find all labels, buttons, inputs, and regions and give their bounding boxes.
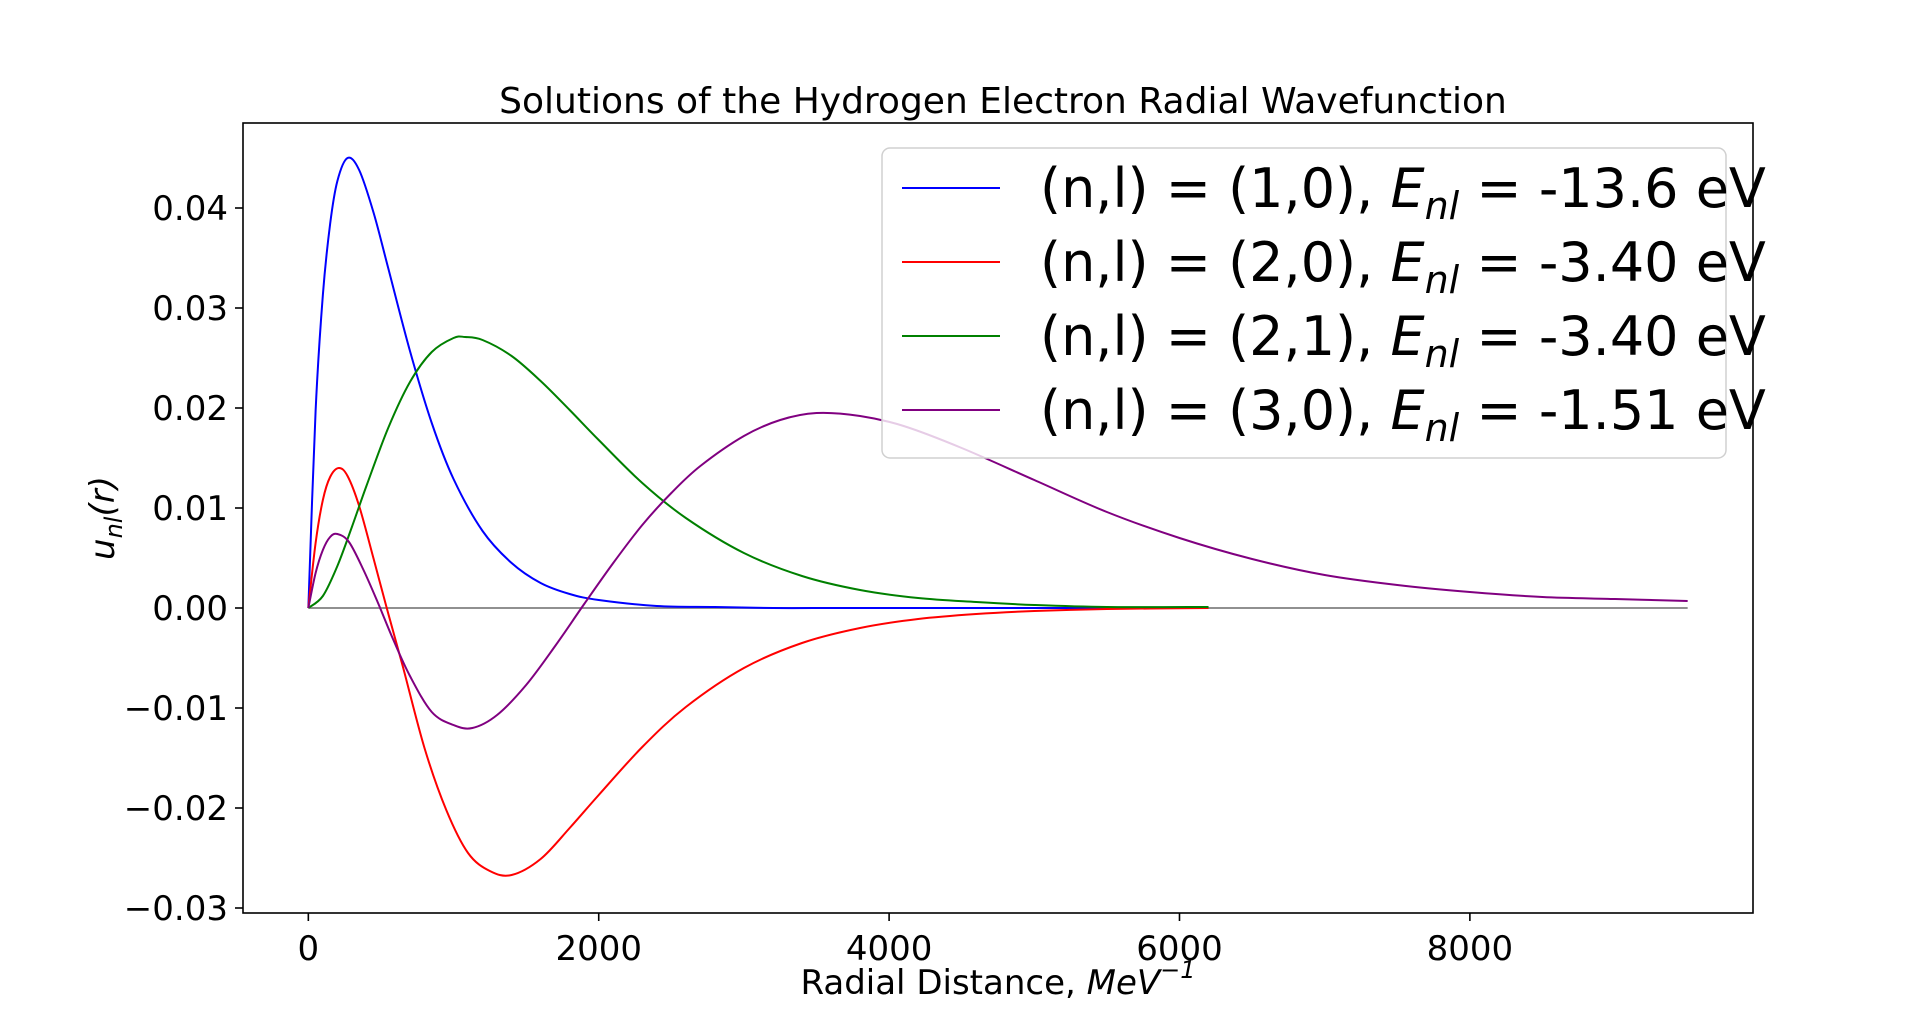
- x-axis-title: Radial Distance, MeV−1: [800, 956, 1195, 1003]
- x-axis-title-unit: MeV: [1087, 963, 1163, 1003]
- y-tick-label: −0.02: [124, 789, 228, 829]
- legend-label-value: -1.51 eV: [1522, 379, 1766, 442]
- legend-energy-subscript: nl: [1425, 258, 1460, 302]
- legend-entries: (n,l) = (1,0), Enl = -13.6 eV(n,l) = (2,…: [902, 157, 1766, 450]
- plot-area: [242, 122, 1754, 914]
- series-line-2: [307, 467, 1209, 877]
- y-axis-title: unl(r): [83, 476, 128, 560]
- x-axis: 0 2000 4000 6000 8000: [298, 913, 1514, 969]
- y-tick-label: −0.01: [124, 689, 228, 729]
- legend-equals: =: [1459, 305, 1521, 368]
- legend-label-3: (n,l) = (2,1), Enl = -3.40 eV: [1040, 305, 1766, 376]
- series-line-3: [307, 335, 1209, 609]
- y-tick-label: 0.00: [152, 589, 228, 629]
- legend-label-value: -3.40 eV: [1522, 231, 1766, 294]
- legend-label-prefix: (n,l) = (2,0),: [1040, 231, 1390, 294]
- legend-label-prefix: (n,l) = (1,0),: [1040, 157, 1390, 220]
- y-axis-title-symbol: u: [83, 538, 123, 560]
- x-tick-label: 2000: [555, 929, 642, 969]
- legend-label-prefix: (n,l) = (2,1),: [1040, 305, 1390, 368]
- legend-label-1: (n,l) = (1,0), Enl = -13.6 eV: [1040, 157, 1766, 228]
- legend-label-4: (n,l) = (3,0), Enl = -1.51 eV: [1040, 379, 1766, 450]
- y-tick-label: 0.03: [152, 289, 228, 329]
- x-tick-label: 0: [298, 929, 320, 969]
- legend-equals: =: [1459, 157, 1521, 220]
- legend-energy-symbol: E: [1390, 231, 1425, 294]
- legend-box: [881, 147, 1727, 459]
- series-line-4: [307, 411, 1688, 730]
- x-axis-title-exponent: −1: [1160, 956, 1195, 984]
- legend-equals: =: [1459, 231, 1521, 294]
- legend-label-prefix: (n,l) = (3,0),: [1040, 379, 1390, 442]
- legend-energy-subscript: nl: [1425, 332, 1460, 376]
- legend-energy-symbol: E: [1390, 379, 1425, 442]
- legend-energy-subscript: nl: [1425, 406, 1460, 450]
- series-line-1: [307, 156, 1209, 610]
- legend-label-value: -3.40 eV: [1522, 305, 1766, 368]
- legend-energy-symbol: E: [1390, 305, 1425, 368]
- plot-frame: [242, 122, 1754, 914]
- y-axis-title-subscript: nl: [100, 516, 128, 538]
- legend-energy-subscript: nl: [1425, 184, 1460, 228]
- chart-title: Solutions of the Hydrogen Electron Radia…: [499, 81, 1507, 122]
- y-tick-label: −0.03: [124, 889, 228, 929]
- legend-equals: =: [1459, 379, 1521, 442]
- y-axis: −0.03 −0.02 −0.01 0.00 0.01 0.02 0.03 0.04: [124, 189, 243, 929]
- y-axis-title-argument: (r): [83, 476, 123, 517]
- legend-label-value: -13.6 eV: [1522, 157, 1766, 220]
- series-layer: [307, 156, 1688, 877]
- legend-label-2: (n,l) = (2,0), Enl = -3.40 eV: [1040, 231, 1766, 302]
- y-tick-label: 0.02: [152, 389, 228, 429]
- y-tick-label: 0.04: [152, 189, 228, 229]
- x-tick-label: 4000: [846, 929, 933, 969]
- x-axis-title-text: Radial Distance,: [800, 963, 1086, 1003]
- legend-energy-symbol: E: [1390, 157, 1425, 220]
- x-tick-label: 8000: [1427, 929, 1514, 969]
- x-tick-label: 6000: [1136, 929, 1223, 969]
- y-tick-label: 0.01: [152, 489, 228, 529]
- legend: (n,l) = (1,0), Enl = -13.6 eV(n,l) = (2,…: [881, 147, 1766, 459]
